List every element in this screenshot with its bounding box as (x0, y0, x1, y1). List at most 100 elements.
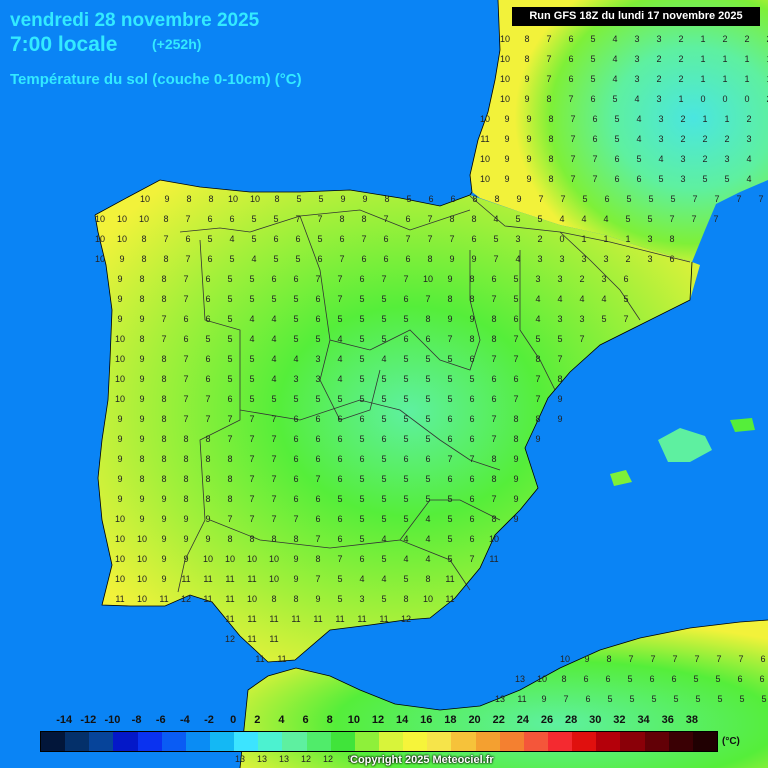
temperature-grid-values: 1087654332122221087654322111111097654322… (95, 34, 768, 764)
grid-value: 8 (161, 274, 166, 284)
grid-value: 10 (225, 554, 235, 564)
grid-value: 9 (557, 394, 562, 404)
grid-value: 6 (760, 654, 765, 664)
grid-value: 7 (361, 234, 366, 244)
grid-value: 6 (293, 494, 298, 504)
grid-value: 4 (403, 554, 408, 564)
grid-value: 5 (693, 674, 698, 684)
grid-value: 7 (227, 414, 232, 424)
grid-value: 6 (403, 334, 408, 344)
grid-value: 5 (381, 474, 386, 484)
legend-swatch (185, 732, 210, 751)
grid-value: 5 (227, 314, 232, 324)
grid-value: 6 (614, 154, 619, 164)
grid-value: 6 (273, 234, 278, 244)
grid-value: 3 (581, 254, 586, 264)
grid-value: 8 (271, 534, 276, 544)
grid-value: 7 (491, 434, 496, 444)
grid-value: 6 (471, 234, 476, 244)
grid-value: 10 (247, 554, 257, 564)
grid-value: 5 (647, 214, 652, 224)
grid-value: 7 (546, 74, 551, 84)
grid-value: 10 (500, 34, 510, 44)
grid-value: 6 (592, 114, 597, 124)
grid-value: 9 (293, 554, 298, 564)
iberia-landmass (95, 180, 700, 662)
grid-value: 7 (694, 654, 699, 664)
grid-value: 10 (269, 574, 279, 584)
grid-value: 9 (524, 94, 529, 104)
grid-value: 9 (471, 254, 476, 264)
grid-value: 5 (359, 314, 364, 324)
grid-value: 3 (634, 34, 639, 44)
grid-value: 6 (205, 354, 210, 364)
grid-value: 6 (513, 314, 518, 324)
grid-value: 1 (700, 74, 705, 84)
grid-value: 5 (582, 194, 587, 204)
grid-value: 5 (447, 554, 452, 564)
grid-value: 9 (183, 514, 188, 524)
grid-value: 5 (493, 234, 498, 244)
grid-value: 9 (541, 694, 546, 704)
grid-value: 8 (205, 434, 210, 444)
grid-value: 5 (251, 234, 256, 244)
grid-value: 8 (161, 454, 166, 464)
grid-value: 7 (650, 654, 655, 664)
grid-value: 6 (183, 334, 188, 344)
legend-tick-label: 32 (613, 714, 626, 726)
grid-value: 7 (628, 654, 633, 664)
grid-value: 6 (383, 234, 388, 244)
grid-value: 3 (634, 54, 639, 64)
grid-value: 9 (161, 554, 166, 564)
grid-value: 9 (139, 354, 144, 364)
grid-value: 6 (361, 254, 366, 264)
grid-value: 8 (548, 154, 553, 164)
grid-value: 10 (269, 554, 279, 564)
grid-value: 6 (207, 254, 212, 264)
grid-value: 10 (137, 594, 147, 604)
grid-value: 7 (570, 134, 575, 144)
grid-value: 5 (293, 314, 298, 324)
grid-value: 6 (337, 534, 342, 544)
grid-value: 6 (568, 74, 573, 84)
legend-tick-label: -8 (131, 714, 142, 726)
grid-value: 8 (139, 294, 144, 304)
grid-value: 0 (722, 94, 727, 104)
grid-value: 5 (249, 374, 254, 384)
legend-swatch (620, 732, 645, 751)
grid-value: 8 (271, 594, 276, 604)
grid-value: 10 (228, 194, 238, 204)
grid-value: 11 (247, 614, 256, 624)
grid-value: 5 (403, 574, 408, 584)
grid-value: 6 (403, 294, 408, 304)
grid-value: 7 (249, 414, 254, 424)
legend-swatch (499, 732, 524, 751)
grid-value: 7 (568, 94, 573, 104)
grid-value: 5 (447, 534, 452, 544)
grid-value: 10 (423, 594, 433, 604)
grid-value: 4 (425, 534, 430, 544)
grid-value: 8 (205, 474, 210, 484)
grid-value: 8 (546, 94, 551, 104)
grid-value: 8 (557, 374, 562, 384)
grid-value: 9 (526, 154, 531, 164)
legend-tick-label: 36 (661, 714, 674, 726)
legend-swatch (258, 732, 283, 751)
grid-value: 5 (724, 174, 729, 184)
legend-tick-label: 24 (516, 714, 529, 726)
grid-value: 8 (535, 354, 540, 364)
forecast-time: 7:00 locale (10, 33, 118, 56)
grid-value: 7 (427, 214, 432, 224)
grid-value: 7 (736, 194, 741, 204)
grid-value: 3 (746, 134, 751, 144)
grid-value: 6 (315, 434, 320, 444)
grid-value: 4 (249, 314, 254, 324)
grid-value: 7 (163, 234, 168, 244)
grid-value: 3 (656, 34, 661, 44)
grid-value: 10 (537, 674, 547, 684)
grid-value: 6 (604, 194, 609, 204)
grid-value: 9 (447, 274, 452, 284)
grid-value: 1 (724, 114, 729, 124)
grid-value: 6 (359, 414, 364, 424)
grid-value: 8 (227, 494, 232, 504)
